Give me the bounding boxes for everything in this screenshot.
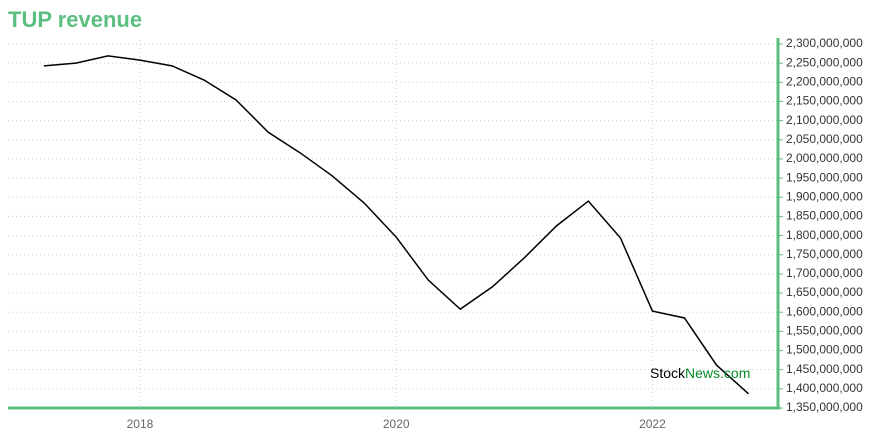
y-tick-label: 1,450,000,000 bbox=[786, 362, 863, 376]
y-tick-label: 1,650,000,000 bbox=[786, 285, 863, 299]
y-tick-label: 2,000,000,000 bbox=[786, 151, 863, 165]
y-tick-label: 1,900,000,000 bbox=[786, 189, 863, 203]
y-tick-label: 1,400,000,000 bbox=[786, 381, 863, 395]
brand-part: News.com bbox=[685, 365, 750, 381]
brand-part: Stock bbox=[650, 365, 686, 381]
x-tick-label: 2020 bbox=[383, 417, 410, 431]
y-tick-label: 2,150,000,000 bbox=[786, 94, 863, 108]
y-tick-label: 1,550,000,000 bbox=[786, 324, 863, 338]
y-tick-label: 2,200,000,000 bbox=[786, 74, 863, 88]
y-tick-label: 1,350,000,000 bbox=[786, 400, 863, 414]
y-tick-label: 2,050,000,000 bbox=[786, 132, 863, 146]
line bbox=[43, 55, 750, 395]
y-tick-label: 2,100,000,000 bbox=[786, 113, 863, 127]
brand: StockNews.com bbox=[650, 365, 750, 381]
x-tick-label: 2018 bbox=[127, 417, 154, 431]
y-tick-label: 1,750,000,000 bbox=[786, 247, 863, 261]
x-tick-label: 2022 bbox=[639, 417, 666, 431]
y-tick-label: 1,850,000,000 bbox=[786, 209, 863, 223]
y-tick-label: 1,950,000,000 bbox=[786, 170, 863, 184]
y-tick-label: 2,300,000,000 bbox=[786, 36, 863, 50]
y-tick-label: 1,700,000,000 bbox=[786, 266, 863, 280]
y-tick-label: 2,250,000,000 bbox=[786, 55, 863, 69]
y-tick-label: 1,800,000,000 bbox=[786, 228, 863, 242]
chart-title: TUP revenue bbox=[8, 7, 142, 32]
y-tick-label: 1,600,000,000 bbox=[786, 304, 863, 318]
y-tick-label: 1,500,000,000 bbox=[786, 343, 863, 357]
